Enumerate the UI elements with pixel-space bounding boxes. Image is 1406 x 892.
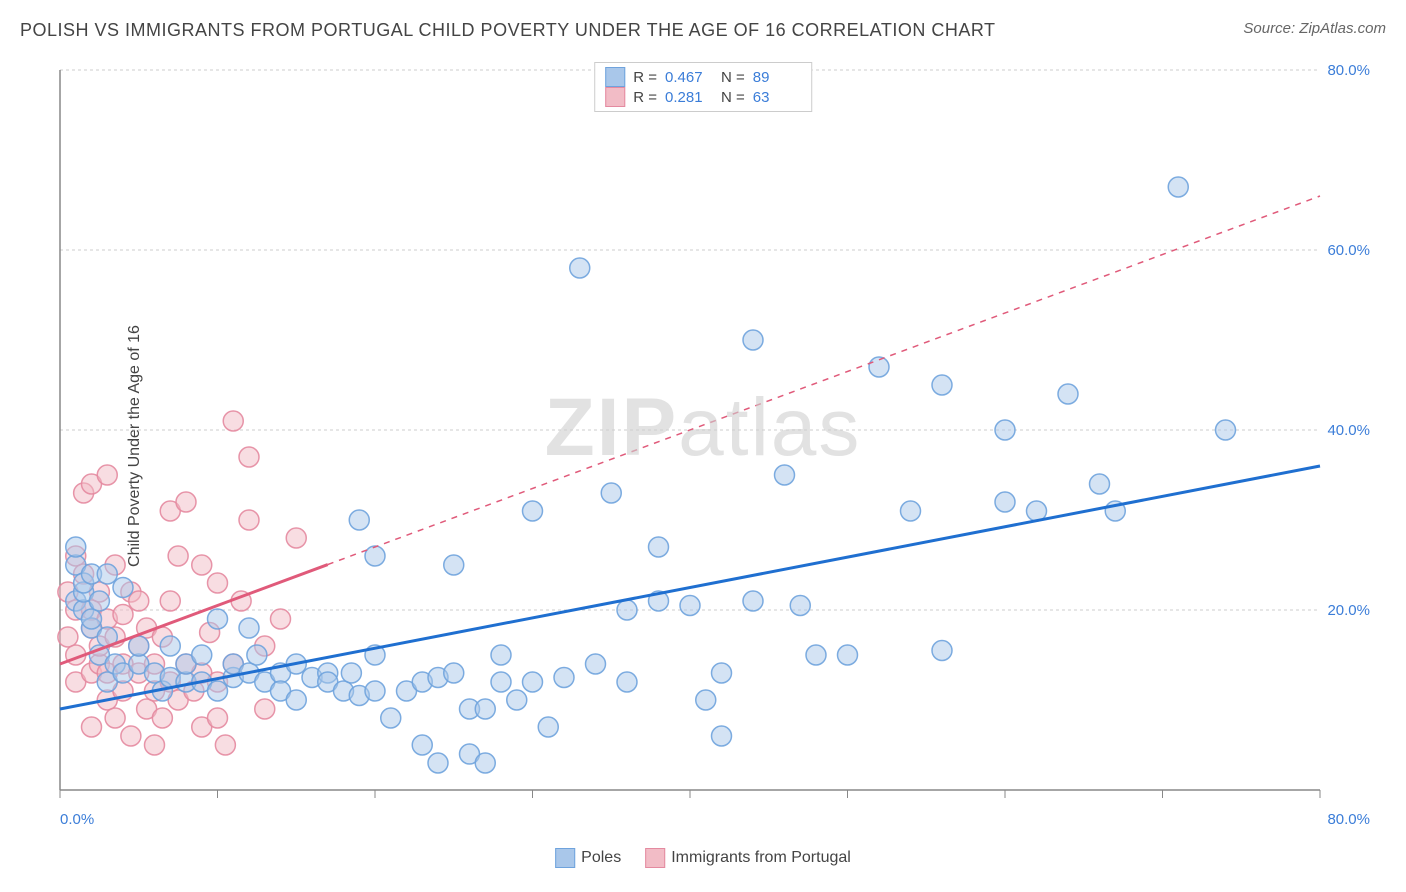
legend-item-poles: Poles <box>555 848 621 868</box>
r-label-1: R = <box>633 89 657 106</box>
svg-text:80.0%: 80.0% <box>1327 811 1370 828</box>
n-label-0: N = <box>721 69 745 86</box>
legend-row-portugal: R = 0.281 N = 63 <box>605 87 801 107</box>
legend-label-poles: Poles <box>581 849 621 866</box>
series-legend: Poles Immigrants from Portugal <box>555 848 851 868</box>
swatch-portugal-icon <box>645 848 665 868</box>
scatter-plot: 20.0% 40.0% 60.0% 80.0% 0.0% 80.0% <box>50 60 1380 830</box>
source-prefix: Source: <box>1243 20 1299 37</box>
source-link[interactable]: ZipAtlas.com <box>1299 20 1386 37</box>
n-value-1: 63 <box>753 89 801 106</box>
n-label-1: N = <box>721 89 745 106</box>
legend-item-portugal: Immigrants from Portugal <box>645 848 851 868</box>
r-label-0: R = <box>633 69 657 86</box>
svg-text:20.0%: 20.0% <box>1327 602 1370 619</box>
svg-text:0.0%: 0.0% <box>60 811 94 828</box>
r-value-0: 0.467 <box>665 69 713 86</box>
chart-title: POLISH VS IMMIGRANTS FROM PORTUGAL CHILD… <box>20 20 996 41</box>
swatch-poles <box>605 67 625 87</box>
n-value-0: 89 <box>753 69 801 86</box>
r-value-1: 0.281 <box>665 89 713 106</box>
swatch-portugal <box>605 87 625 107</box>
svg-text:60.0%: 60.0% <box>1327 242 1370 259</box>
chart-svg: 20.0% 40.0% 60.0% 80.0% 0.0% 80.0% <box>50 60 1380 830</box>
swatch-poles-icon <box>555 848 575 868</box>
chart-source: Source: ZipAtlas.com <box>1243 20 1386 37</box>
chart-header: POLISH VS IMMIGRANTS FROM PORTUGAL CHILD… <box>20 20 1386 41</box>
legend-label-portugal: Immigrants from Portugal <box>671 849 851 866</box>
svg-text:40.0%: 40.0% <box>1327 422 1370 439</box>
svg-text:80.0%: 80.0% <box>1327 62 1370 79</box>
legend-row-poles: R = 0.467 N = 89 <box>605 67 801 87</box>
correlation-legend: R = 0.467 N = 89 R = 0.281 N = 63 <box>594 62 812 112</box>
